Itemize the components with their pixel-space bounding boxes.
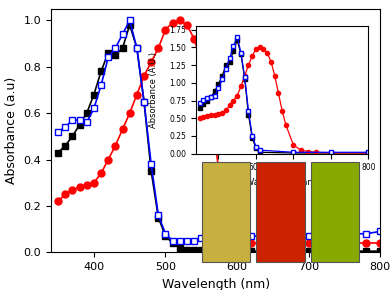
X-axis label: Wavelength (nm): Wavelength (nm) — [162, 278, 270, 290]
Bar — [311, 162, 359, 262]
Y-axis label: Absorbance (A.U.): Absorbance (A.U.) — [149, 52, 158, 128]
Bar — [256, 162, 305, 262]
Bar — [202, 162, 250, 262]
Y-axis label: Absorbance (a.u): Absorbance (a.u) — [5, 77, 18, 184]
X-axis label: Wavelength (nm): Wavelength (nm) — [246, 178, 319, 187]
